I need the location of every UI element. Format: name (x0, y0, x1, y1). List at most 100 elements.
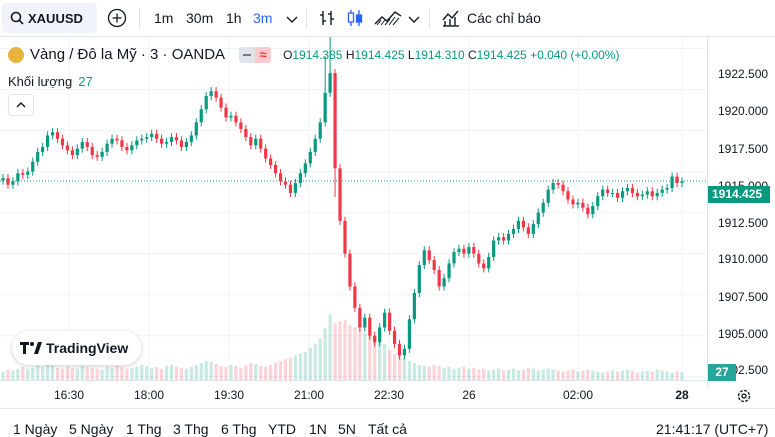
chevron-down-icon[interactable] (282, 9, 302, 29)
top-toolbar: XAUUSD 1m 30m 1h 3m Các chỉ báo (0, 0, 775, 37)
volume-bar (333, 323, 337, 380)
candle-body (645, 191, 649, 195)
volume-bar (586, 369, 590, 380)
volume-bar (313, 344, 317, 380)
area-chart-icon[interactable] (373, 8, 403, 28)
candle-body (442, 278, 446, 287)
candle-body (313, 138, 317, 152)
add-symbol-icon[interactable] (107, 8, 127, 28)
interval-3m[interactable]: 3m (253, 10, 273, 26)
volume-bar (457, 367, 461, 380)
range-1d[interactable]: 1 Ngày (13, 421, 58, 437)
candle-body (234, 115, 238, 123)
tradingview-logo[interactable]: TradingView (12, 331, 141, 365)
volume-bar (670, 372, 674, 380)
indicators-label: Các chỉ báo (467, 10, 541, 26)
volume-bar (606, 371, 610, 380)
market-status-badges[interactable]: ≈ (239, 46, 272, 63)
volume-bar (353, 327, 357, 380)
candle-body (511, 229, 516, 234)
volume-bar (615, 371, 620, 380)
volume-bar (561, 371, 565, 380)
volume-bar (373, 337, 377, 380)
volume-bar (516, 370, 521, 380)
time-axis[interactable]: 16:30 18:00 19:30 21:00 22:30 26 02:00 2… (0, 380, 707, 408)
candle-body (427, 250, 431, 261)
candle-body (611, 192, 615, 194)
price-chart[interactable] (0, 37, 707, 380)
volume-bar (125, 368, 129, 380)
volume-bar (417, 364, 421, 380)
volume-bar (611, 370, 615, 380)
clock-timezone[interactable]: 21:41:17 (UTC+7) (656, 421, 769, 437)
range-6m[interactable]: 6 Thg (221, 421, 257, 437)
candle-body (373, 335, 377, 343)
candle-body (21, 173, 25, 175)
volume-bar (392, 353, 397, 380)
volume-bar (65, 366, 70, 380)
candle-body (591, 206, 595, 215)
candle-body (348, 253, 352, 287)
range-3m[interactable]: 3 Thg (173, 421, 209, 437)
bar-chart-icon[interactable] (317, 8, 337, 28)
volume-bar (155, 366, 159, 380)
volume-bar (244, 364, 248, 380)
volume-bar (298, 353, 302, 380)
volume-bar (21, 366, 25, 380)
time-tick: 19:30 (213, 388, 245, 402)
symbol-search[interactable]: XAUUSD (2, 3, 97, 33)
volume-bar (427, 366, 431, 380)
candle-body (492, 240, 496, 257)
interval-30m[interactable]: 30m (186, 10, 214, 26)
candle-body (65, 145, 70, 151)
candle-body (620, 191, 625, 198)
indicators-button[interactable]: Các chỉ báo (441, 8, 541, 28)
collapse-legend-button[interactable] (8, 94, 34, 116)
price-axis[interactable]: 1922.500 1920.000 1917.500 1915.000 1912… (707, 37, 775, 387)
candle-body (541, 202, 545, 213)
range-5d[interactable]: 5 Ngày (69, 421, 114, 437)
range-ytd[interactable]: YTD (268, 421, 296, 437)
volume-bar (571, 369, 575, 380)
candle-body (526, 227, 530, 234)
volume-bar (328, 314, 332, 380)
volume-bar (526, 367, 530, 380)
candle-body (407, 319, 412, 349)
volume-bar (189, 366, 193, 380)
candle-body (11, 181, 15, 185)
volume-bar (31, 367, 35, 380)
range-1y[interactable]: 1N (309, 421, 327, 437)
range-all[interactable]: Tất cả (368, 421, 407, 437)
volume-bar (11, 370, 15, 380)
range-1m[interactable]: 1 Thg (126, 421, 162, 437)
candle-body (184, 142, 188, 147)
volume-bar (169, 364, 174, 380)
gear-icon[interactable] (736, 388, 752, 404)
volume-bar (16, 368, 20, 380)
candle-body (343, 220, 347, 254)
candle-body (85, 142, 89, 147)
volume-bar (293, 355, 298, 380)
candle-body (536, 212, 540, 225)
interval-1m[interactable]: 1m (154, 10, 174, 26)
interval-1h[interactable]: 1h (226, 10, 242, 26)
delayed-data-icon: ≈ (255, 46, 272, 63)
candle-body (26, 171, 30, 175)
volume-bar (536, 370, 540, 380)
volume-bar (303, 351, 307, 380)
volume-bar (660, 370, 664, 380)
candles-icon[interactable] (345, 8, 365, 28)
candle-body (472, 247, 476, 254)
range-5y[interactable]: 5N (338, 421, 356, 437)
candle-body (125, 146, 129, 151)
candle-body (46, 135, 50, 147)
candle-body (214, 91, 218, 98)
candle-body (249, 137, 253, 146)
volume-bar (140, 364, 144, 380)
candle-body (204, 96, 208, 110)
candle-body (680, 181, 684, 184)
chevron-down-icon[interactable] (404, 9, 424, 29)
candle-body (452, 251, 456, 264)
volume-bar (70, 367, 74, 380)
volume-bar (259, 365, 263, 380)
